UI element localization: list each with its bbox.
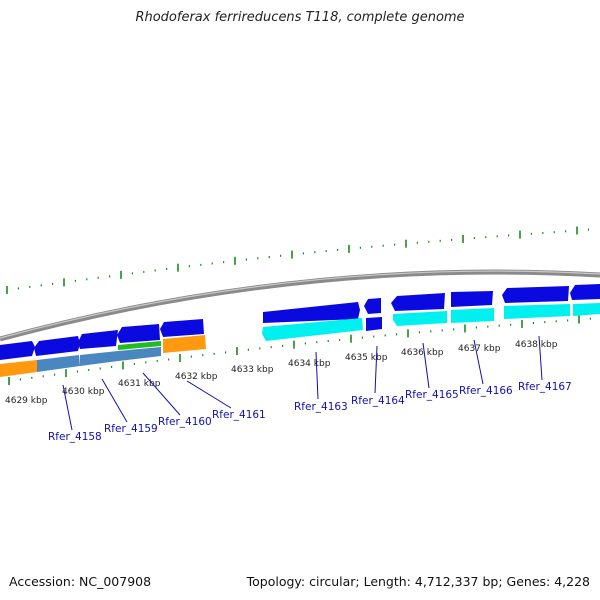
gene-label-rfer-4164[interactable]: Rfer_4164 <box>351 395 405 407</box>
gene-arrow[interactable] <box>263 302 360 323</box>
scale-label: 4631 kbp <box>118 379 161 389</box>
scale-label: 4632 kbp <box>175 372 218 382</box>
page-title: Rhodoferax ferrireducens T118, complete … <box>135 10 465 25</box>
gene-label-rfer-4161[interactable]: Rfer_4161 <box>212 409 266 421</box>
leader-line <box>374 345 378 394</box>
gene-label-rfer-4166[interactable]: Rfer_4166 <box>459 385 513 397</box>
gene-block[interactable] <box>37 355 80 372</box>
leader-line <box>473 339 484 385</box>
gene-labels: Rfer_4158 Rfer_4159 Rfer_4160 Rfer_4161 … <box>48 381 572 443</box>
gene-arrow[interactable] <box>160 319 204 337</box>
gene-block[interactable] <box>0 360 37 377</box>
gene-arrow[interactable] <box>364 298 381 314</box>
gene-block[interactable] <box>118 341 161 350</box>
gene-label-rfer-4160[interactable]: Rfer_4160 <box>158 416 212 428</box>
scale-labels: 4629 kbp 4630 kbp 4631 kbp 4632 kbp 4633… <box>5 340 558 406</box>
gene-label-rfer-4158[interactable]: Rfer_4158 <box>48 431 102 443</box>
gene-label-rfer-4167[interactable]: Rfer_4167 <box>518 381 572 393</box>
leader-line <box>315 351 319 400</box>
scale-label: 4629 kbp <box>5 396 48 406</box>
gene-arrow[interactable] <box>502 286 569 303</box>
reverse-strand-track <box>0 303 600 377</box>
genome-summary-text: Topology: circular; Length: 4,712,337 bp… <box>246 574 590 589</box>
leader-line <box>62 384 73 431</box>
leader-line <box>186 380 232 409</box>
gene-block[interactable] <box>504 304 570 319</box>
gene-block[interactable] <box>393 311 447 326</box>
gene-block[interactable] <box>118 347 161 361</box>
gene-arrow[interactable] <box>391 293 445 311</box>
scale-label: 4636 kbp <box>401 348 444 358</box>
gene-label-leaders <box>62 335 543 431</box>
accession-text: Accession: NC_007908 <box>9 574 152 589</box>
genome-backbone-arc <box>0 269 600 342</box>
gene-block[interactable] <box>366 317 382 331</box>
leader-line <box>422 342 430 389</box>
gene-block[interactable] <box>262 318 363 341</box>
gene-block[interactable] <box>80 351 118 366</box>
scale-label: 4635 kbp <box>345 353 388 363</box>
gene-label-rfer-4159[interactable]: Rfer_4159 <box>104 423 158 435</box>
gene-label-rfer-4163[interactable]: Rfer_4163 <box>294 401 348 413</box>
gene-block[interactable] <box>163 335 206 353</box>
gene-arrow[interactable] <box>34 336 80 356</box>
leader-line <box>101 378 128 423</box>
leader-line <box>538 335 543 381</box>
scale-label: 4638 kbp <box>515 340 558 350</box>
genome-backbone-arc-highlight <box>0 270 600 339</box>
leader-line <box>142 372 181 416</box>
gene-block[interactable] <box>573 303 600 316</box>
gene-arrow[interactable] <box>78 330 118 349</box>
gene-arrow[interactable] <box>451 291 493 307</box>
forward-strand-track <box>0 284 600 360</box>
scale-label: 4630 kbp <box>62 387 105 397</box>
gene-arrow[interactable] <box>117 324 160 343</box>
outer-scale-ticks <box>6 226 590 294</box>
scale-label: 4634 kbp <box>288 359 331 369</box>
gene-block[interactable] <box>451 308 494 323</box>
scale-label: 4633 kbp <box>231 365 274 375</box>
scale-label: 4637 kbp <box>458 344 501 354</box>
gene-arrow[interactable] <box>570 284 600 300</box>
gene-arrow[interactable] <box>0 341 35 360</box>
inner-scale-ticks <box>8 315 592 385</box>
gene-label-rfer-4165[interactable]: Rfer_4165 <box>405 389 459 401</box>
